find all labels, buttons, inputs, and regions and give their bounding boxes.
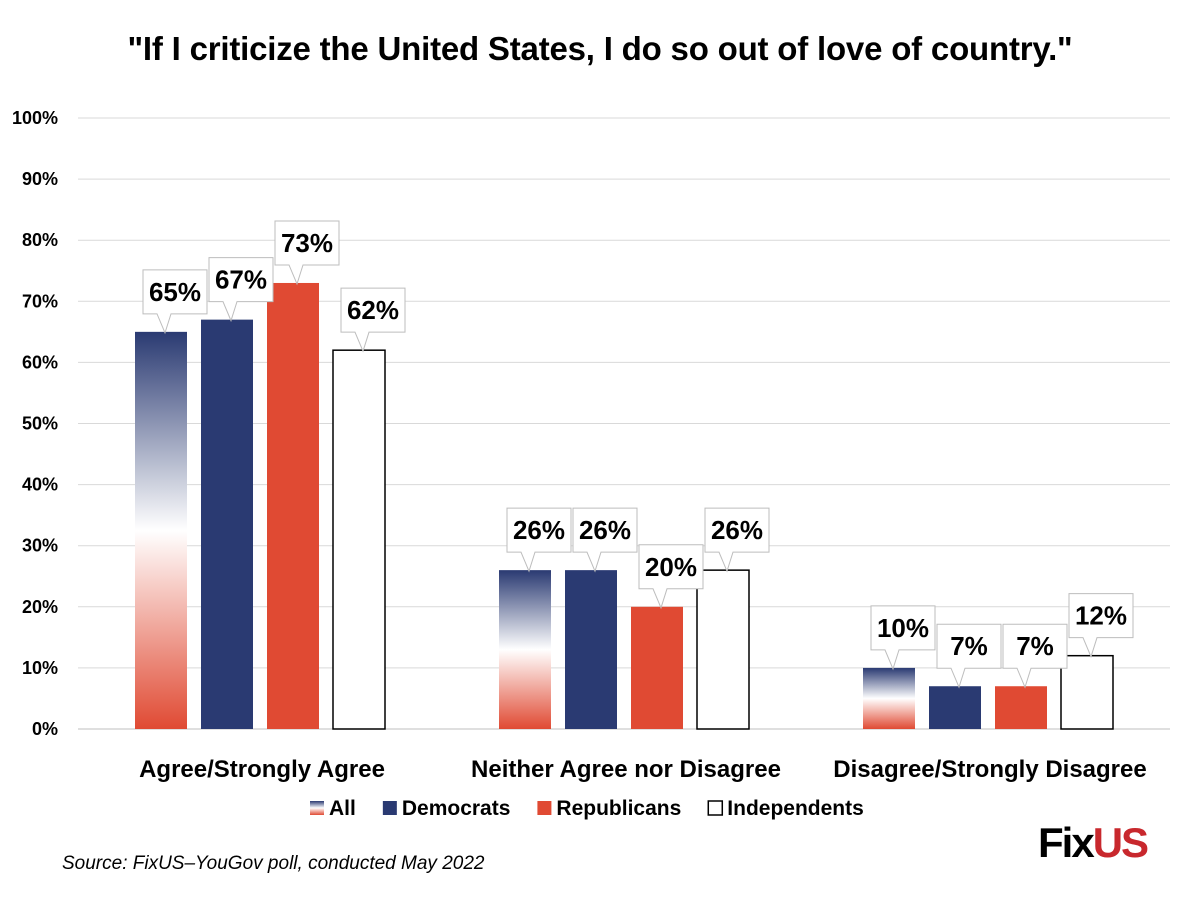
data-label-callout [142, 269, 208, 335]
y-tick-label: 70% [22, 291, 58, 311]
data-label: 26% [572, 507, 638, 573]
category-labels: Agree/Strongly Agree Neither Agree nor Di… [139, 756, 1147, 783]
data-label-text: 26% [711, 515, 763, 545]
data-label-callout [1002, 623, 1068, 689]
legend-label: Democrats [402, 797, 511, 820]
data-label-text: 7% [1016, 631, 1054, 661]
data-label-text: 73% [281, 228, 333, 258]
legend-label: Republicans [556, 797, 681, 820]
y-tick-label: 20% [22, 597, 58, 617]
data-label: 62% [340, 287, 406, 353]
data-label: 67% [208, 257, 274, 323]
legend-item: Independents [707, 797, 864, 820]
bar [1060, 654, 1114, 730]
legend-swatch [382, 801, 397, 815]
data-label-text: 12% [1075, 601, 1127, 631]
y-tick-label: 0% [32, 719, 58, 739]
bar [201, 319, 253, 729]
y-axis-tick-labels: 0% 10% 20% 30% 40% 50% 60% 70% 80% 90% 100% [12, 108, 58, 739]
data-label-text: 65% [149, 277, 201, 307]
data-label-callout [506, 507, 572, 573]
bar [929, 686, 981, 729]
bar [696, 569, 750, 730]
data-label: 12% [1068, 593, 1134, 659]
legend-item: Republicans [537, 797, 681, 820]
data-label: 20% [638, 544, 704, 610]
legend-label: Independents [727, 797, 864, 820]
fixus-logo: FixUS [1038, 819, 1149, 866]
y-tick-label: 40% [22, 475, 58, 495]
y-tick-label: 100% [12, 108, 58, 128]
bar [499, 570, 551, 729]
bar [267, 282, 319, 729]
data-label: 26% [506, 507, 572, 573]
data-label-callout [572, 507, 638, 573]
data-label-text: 26% [579, 515, 631, 545]
legend-swatch [310, 801, 324, 815]
data-label-callout [936, 623, 1002, 689]
data-label-callout [638, 544, 704, 610]
data-label-text: 7% [950, 631, 988, 661]
data-label: 26% [704, 507, 770, 573]
y-tick-label: 50% [22, 414, 58, 434]
logo-text-fix: Fix [1038, 819, 1095, 866]
category-label: Agree/Strongly Agree [139, 756, 385, 783]
legend-item: All [310, 797, 356, 820]
logo-text-us: US [1092, 819, 1149, 866]
data-label: 7% [1002, 623, 1068, 689]
legend-swatch [707, 800, 724, 816]
source-note: Source: FixUS–YouGov poll, conducted May… [62, 853, 485, 874]
bar [995, 686, 1047, 729]
y-tick-label: 60% [22, 352, 58, 372]
y-tick-label: 10% [22, 658, 58, 678]
data-label-callout [1068, 593, 1134, 659]
data-label-callout [208, 257, 274, 323]
data-label-text: 67% [215, 265, 267, 295]
data-label-text: 20% [645, 552, 697, 582]
data-label-text: 62% [347, 295, 399, 325]
y-tick-label: 90% [22, 169, 58, 189]
data-labels: 65% 67% 73% 62% 26% 26% 20% 26% 10% 7% 7% 12% [142, 220, 1134, 689]
category-label: Disagree/Strongly Disagree [833, 756, 1146, 783]
data-label-callout [274, 220, 340, 286]
data-label-callout [704, 507, 770, 573]
bar [863, 667, 915, 729]
data-label-text: 10% [877, 613, 929, 643]
chart-title: "If I criticize the United States, I do … [127, 30, 1073, 67]
bar [135, 331, 187, 729]
data-label: 10% [870, 605, 936, 671]
data-label-text: 26% [513, 515, 565, 545]
data-label-callout [340, 287, 406, 353]
data-label-callout [870, 605, 936, 671]
legend-item: Democrats [382, 797, 511, 820]
legend: All Democrats Republicans Independents [310, 797, 864, 820]
bars [135, 282, 1114, 730]
data-label: 73% [274, 220, 340, 286]
data-label: 65% [142, 269, 208, 335]
legend-label: All [329, 797, 356, 820]
bar [631, 606, 683, 729]
bar [565, 570, 617, 729]
y-tick-label: 80% [22, 230, 58, 250]
bar [332, 349, 386, 730]
legend-swatch [537, 801, 552, 815]
y-tick-label: 30% [22, 536, 58, 556]
category-label: Neither Agree nor Disagree [471, 756, 781, 783]
data-label: 7% [936, 623, 1002, 689]
